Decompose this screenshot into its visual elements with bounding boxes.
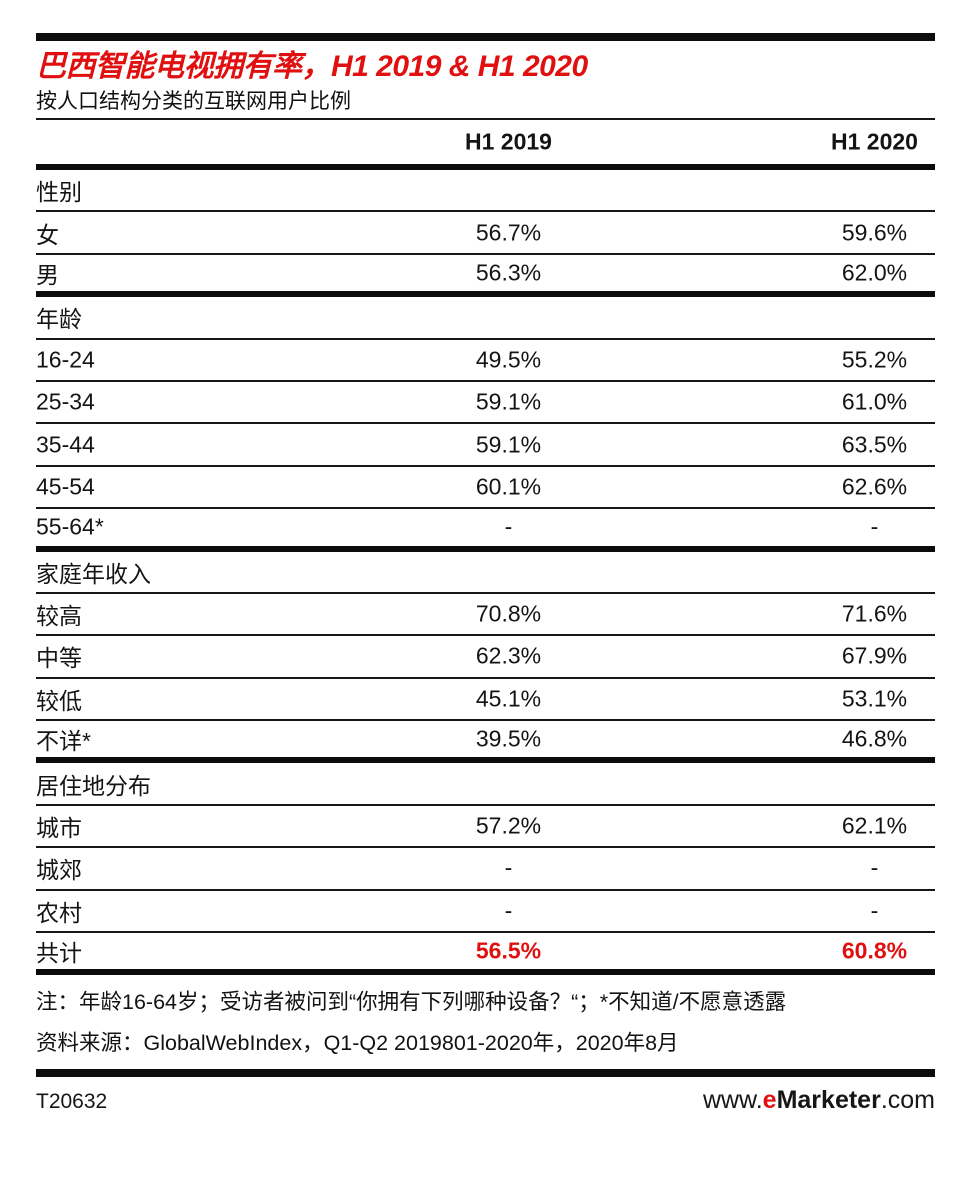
table-body: 性别女 56.7% 59.6% 男 56.3% 62.0% 年龄 16-24 49.5% 55.2… [36,170,935,976]
row-label: 较高 [36,603,82,630]
section-title: 居住地分布 [36,772,151,799]
value-h1-2020: 46.8% [841,725,908,752]
brand-e: e [762,1086,777,1115]
value-h1-2020: 62.0% [841,259,908,286]
column-header-h1-2019: H1 2019 [465,128,552,155]
value-h1-2019: 45.1% [475,685,542,712]
value-h1-2020: 55.2% [841,346,908,373]
row-label: 女 [36,221,59,248]
section-header-row: 家庭年收入 [36,552,935,594]
value-h1-2019: 57.2% [475,812,542,839]
row-label: 城郊 [36,857,82,884]
table-row: 25-34 59.1% 61.0% [36,382,935,425]
value-h1-2020: 62.6% [841,473,908,500]
top-rule [36,33,935,41]
bottom-rule [36,1069,935,1078]
value-h1-2020: - [870,897,879,924]
value-h1-2020: 61.0% [841,388,908,415]
row-label: 16-24 [36,346,95,373]
table-row: 中等 62.3% 67.9% [36,636,935,679]
value-h1-2020: 53.1% [841,685,908,712]
column-header-row: H1 2019 H1 2020 [36,120,935,170]
section-title: 年龄 [36,306,82,333]
value-h1-2019: 56.3% [475,259,542,286]
brand-marketer: Marketer [776,1086,881,1115]
notes-block: 注：年龄16-64岁；受访者被问到“你拥有下列哪种设备？“；*不知道/不愿意透露… [36,987,935,1058]
value-h1-2020: - [870,854,879,881]
section-header-row: 居住地分布 [36,763,935,806]
row-label: 较低 [36,687,82,714]
table-row: 较低 45.1% 53.1% [36,679,935,722]
row-label: 男 [36,261,59,288]
section-title: 家庭年收入 [36,560,151,587]
table-row: 不详* 39.5% 46.8% [36,721,935,764]
value-h1-2019: 70.8% [475,600,542,627]
value-h1-2019: 49.5% [475,346,542,373]
total-value-h1-2020: 60.8% [841,937,908,964]
report-page: 巴西智能电视拥有率，H1 2019 & H1 2020 按人口结构分类的互联网用… [0,33,972,1115]
value-h1-2020: 63.5% [841,431,908,458]
row-label: 农村 [36,899,82,926]
website-prefix: www. [702,1086,763,1115]
value-h1-2019: - [504,897,513,924]
value-h1-2019: 59.1% [475,388,542,415]
value-h1-2020: 67.9% [841,642,908,669]
value-h1-2019: 59.1% [475,431,542,458]
website: www.eMarketer.com [703,1086,935,1115]
section-header-row: 年龄 [36,297,935,340]
row-label: 45-54 [36,473,95,500]
table-row: 城郊 - - [36,848,935,891]
value-h1-2020: - [870,513,879,540]
value-h1-2019: 62.3% [475,642,542,669]
table-row: 女 56.7% 59.6% [36,212,935,255]
page-title: 巴西智能电视拥有率，H1 2019 & H1 2020 [36,50,588,83]
data-table: H1 2019 H1 2020 性别女 56.7% 59.6% 男 56.3% 62.0%… [36,120,935,976]
value-h1-2019: - [504,854,513,881]
source-line: 资料来源：GlobalWebIndex，Q1-Q2 2019801-2020年，… [36,1031,679,1056]
table-row: 农村 - - [36,891,935,934]
section-title: 性别 [36,179,82,206]
value-h1-2019: - [504,513,513,540]
row-label: 中等 [36,645,82,672]
footnote: 注：年龄16-64岁；受访者被问到“你拥有下列哪种设备？“；*不知道/不愿意透露 [36,990,787,1015]
row-label: 城市 [36,815,82,842]
value-h1-2020: 71.6% [841,600,908,627]
table-row: 较高 70.8% 71.6% [36,594,935,637]
page-subtitle: 按人口结构分类的互联网用户比例 [36,90,351,113]
row-label: 不详* [36,728,91,755]
header-divider [36,118,935,120]
table-row: 城市 57.2% 62.1% [36,806,935,849]
website-suffix: .com [880,1086,935,1115]
total-label: 共计 [36,940,82,967]
row-label: 55-64* [36,513,104,540]
footer: T20632 www.eMarketer.com [36,1086,935,1115]
value-h1-2020: 62.1% [841,812,908,839]
value-h1-2019: 56.7% [475,219,542,246]
value-h1-2019: 60.1% [475,473,542,500]
value-h1-2019: 39.5% [475,725,542,752]
row-label: 25-34 [36,388,95,415]
table-row: 55-64* - - [36,509,935,552]
table-row: 16-24 49.5% 55.2% [36,340,935,382]
value-h1-2020: 59.6% [841,219,908,246]
section-header-row: 性别 [36,170,935,213]
column-header-h1-2020: H1 2020 [831,128,918,155]
table-row: 35-44 59.1% 63.5% [36,424,935,467]
row-label: 35-44 [36,431,95,458]
total-value-h1-2019: 56.5% [475,937,542,964]
table-row: 男 56.3% 62.0% [36,255,935,298]
chart-id: T20632 [36,1090,108,1114]
table-row: 45-54 60.1% 62.6% [36,467,935,510]
total-row: 共计 56.5% 60.8% [36,933,935,976]
